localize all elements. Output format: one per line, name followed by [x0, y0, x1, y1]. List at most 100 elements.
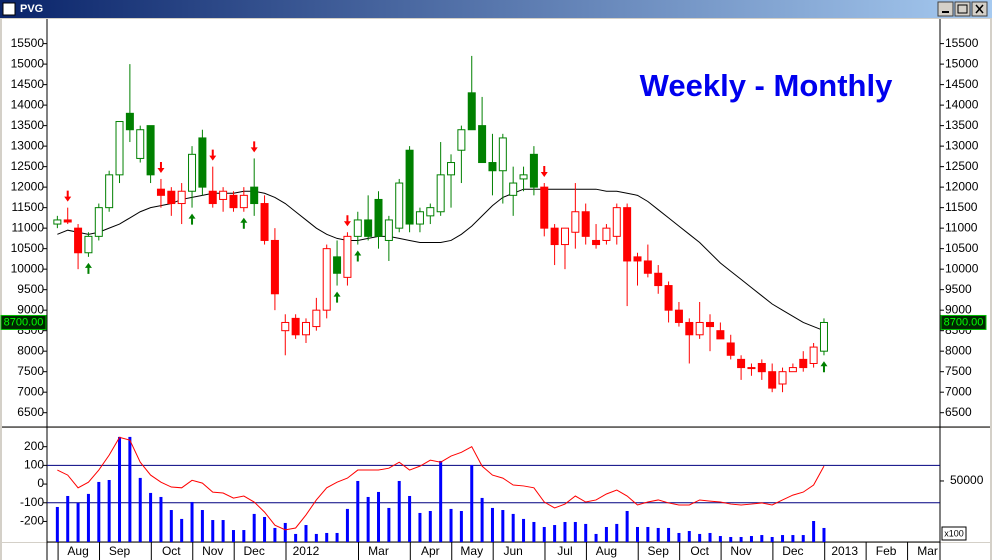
last-price-box-right-label: 8700.00: [944, 316, 984, 328]
volume-bar: [397, 480, 401, 542]
candle-body: [747, 367, 756, 370]
y-tick-label: 12000: [11, 179, 45, 193]
y-tick-label: 13000: [11, 138, 45, 152]
candle-body: [136, 129, 145, 159]
candle-body: [343, 235, 352, 278]
volume-bar: [749, 536, 753, 542]
y-tick-label-right: 14500: [945, 77, 979, 91]
volume-bar: [356, 480, 360, 542]
x-tick-label: Mar: [368, 544, 389, 558]
y-tick-label-right: 7500: [945, 364, 972, 378]
volume-bar: [231, 530, 235, 542]
volume-bar: [511, 513, 515, 542]
volume-bar: [76, 502, 80, 542]
y-tick-label: 10500: [11, 241, 45, 255]
y-tick-label-right: 9500: [945, 282, 972, 296]
y-tick-label: 0: [37, 476, 44, 490]
volume-bar: [532, 521, 536, 542]
last-price-box-left-label: 8700.00: [4, 316, 44, 328]
volume-bar: [366, 496, 370, 542]
volume-bar: [563, 521, 567, 542]
candle-body: [633, 256, 642, 262]
maximize-button[interactable]: [954, 1, 971, 17]
y-tick-label: -100: [20, 495, 44, 509]
volume-bar: [615, 523, 619, 542]
candle-body: [457, 129, 466, 151]
x-tick-label: Dec: [782, 544, 803, 558]
candle-body: [250, 186, 259, 205]
volume-bar: [470, 464, 474, 542]
minimize-button[interactable]: [937, 1, 954, 17]
volume-bar: [739, 536, 743, 542]
candle-body: [478, 125, 487, 164]
volume-bar: [490, 507, 494, 542]
y-tick-label-right: 7000: [945, 384, 972, 398]
y-tick-label: 7500: [17, 364, 44, 378]
candle-body: [757, 362, 766, 373]
y-tick-label: 6500: [17, 405, 44, 419]
volume-bar: [377, 491, 381, 542]
volume-bar: [66, 495, 70, 542]
buy-arrow: [84, 262, 92, 274]
candle-body: [239, 194, 248, 209]
volume-bar: [553, 525, 557, 542]
volume-bar: [211, 520, 215, 542]
volume-bar: [646, 526, 650, 542]
date-axis-pane: [2, 543, 990, 560]
volume-bar: [459, 510, 463, 542]
candle-body: [612, 207, 621, 237]
volume-bar: [86, 493, 90, 542]
volume-bar: [242, 530, 246, 542]
last-price-box-right: [940, 314, 987, 330]
volume-bar: [542, 526, 546, 542]
volume-bar: [387, 507, 391, 542]
y-tick-label-right: 11000: [945, 220, 978, 234]
volume-bar: [439, 460, 443, 542]
candle-body: [726, 342, 735, 356]
volume-bar: [294, 533, 298, 542]
candle-body: [333, 256, 342, 274]
x-tick-label: 2013: [831, 544, 858, 558]
y2-tick-label: 50000: [950, 473, 984, 487]
volume-bar: [698, 533, 702, 542]
volume-bar: [635, 526, 639, 542]
volume-bar: [656, 527, 660, 542]
volume-bar: [729, 536, 733, 542]
volume-bar: [55, 506, 59, 542]
y-tick-label-right: 12000: [945, 179, 979, 193]
y-tick-label: 15000: [11, 56, 45, 70]
candle-body: [301, 321, 310, 336]
volume-bar: [169, 510, 173, 542]
candle-body: [167, 190, 176, 205]
candle-body: [322, 248, 331, 311]
x-tick-label: Dec: [244, 544, 265, 558]
candle-body: [146, 125, 155, 176]
candle-body: [809, 346, 818, 364]
candle-body: [529, 153, 538, 188]
x-tick-label: Sep: [109, 544, 131, 558]
y-tick-label-right: 6500: [945, 405, 972, 419]
candle-body: [488, 162, 497, 172]
y-tick-label-right: 14000: [945, 97, 979, 111]
y-tick-label-right: 15000: [945, 56, 979, 70]
volume-bar: [625, 510, 629, 542]
candle-body: [353, 219, 362, 237]
sell-arrow: [157, 161, 165, 173]
candle-body: [788, 367, 797, 373]
candle-body: [115, 121, 124, 176]
buy-arrow: [820, 361, 828, 373]
window-buttons[interactable]: [937, 1, 988, 17]
y-tick-label-right: 8000: [945, 343, 972, 357]
volume-bar: [273, 527, 277, 542]
candle-body: [53, 219, 62, 225]
buy-arrow: [240, 217, 248, 229]
candle-body: [571, 211, 580, 233]
y-tick-label-right: 13000: [945, 138, 979, 152]
x-tick-label: Oct: [162, 544, 181, 558]
volume-bar: [781, 535, 785, 542]
y-tick-label: 10000: [11, 261, 45, 275]
volume-bar: [263, 516, 267, 542]
y-tick-label: 12500: [11, 159, 45, 173]
volume-bar: [812, 521, 816, 542]
candle-body: [281, 321, 290, 332]
